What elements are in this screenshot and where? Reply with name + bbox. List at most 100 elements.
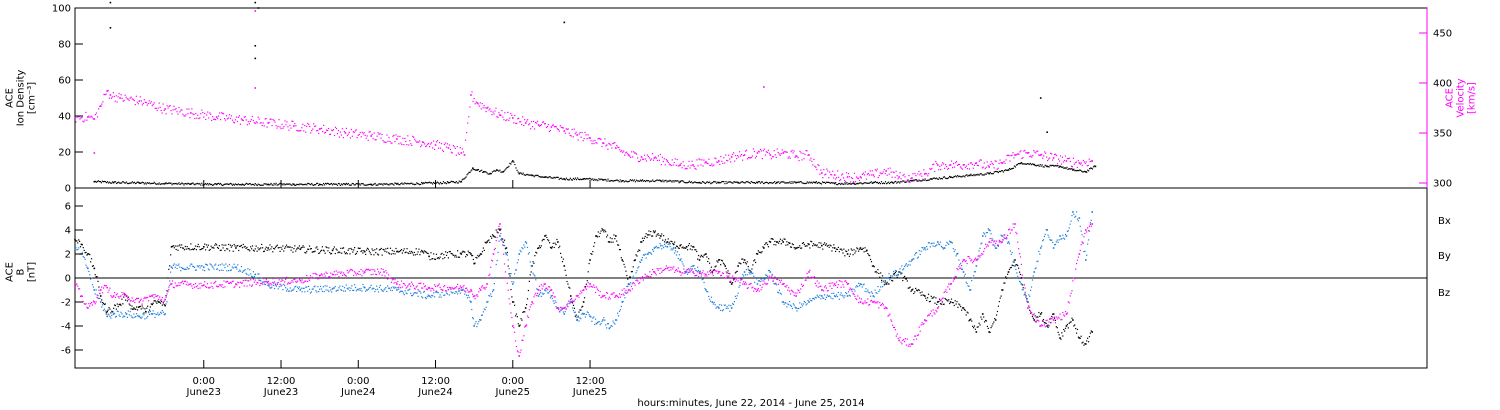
b-series-bz-point [328,276,330,278]
b-series-bx-point [553,246,555,249]
top-series-0-point [389,183,391,185]
b-series-by-point [373,287,375,290]
b-series-by-point [745,269,748,271]
b-series-by-point [922,247,924,249]
b-series-by-point [155,313,157,315]
top-series-2-point [1010,155,1012,157]
b-series-bx-point [899,271,901,273]
top-series-2-point [966,168,969,170]
b-series-by-point [232,267,234,269]
top-series-0-point [710,183,712,185]
b-series-bz-point [689,268,691,270]
b-series-bz-point [110,295,112,297]
b-series-by-point [196,265,198,267]
b-series-bx-point [1007,271,1010,273]
b-series-bx-point [755,253,758,255]
top-series-0-point [757,181,760,183]
b-series-bx-point [562,258,564,260]
top-series-0-point [570,179,573,181]
top-series-2-point [1057,158,1060,160]
top-series-2-point [528,124,530,126]
top-series-0-point [1059,165,1061,168]
top-series-2-point [910,177,912,180]
top-series-2-point [271,124,273,127]
top-series-0-point [309,183,311,185]
b-series-by-point [455,291,457,293]
b-series-by-point [475,321,477,323]
b-series-by-point [395,287,397,289]
b-series-by-point [370,284,372,286]
b-series-bz-point [638,283,640,285]
b-series-bz-point [584,287,587,289]
top-series-0-point [991,173,993,175]
top-series-2-point [532,120,535,123]
b-series-bx-point [375,252,377,254]
top-series-2-point [587,134,589,136]
b-series-bz-point [228,282,231,284]
top-series-0-point [321,184,323,186]
b-series-bx-point [915,289,918,291]
b-series-bz-point [396,283,398,285]
b-series-bx-point [445,251,447,253]
b-series-by-point [449,288,451,290]
top-series-0-point [142,182,144,184]
b-series-bx-point [601,228,603,230]
b-series-bz-point [523,335,525,337]
b-series-by-point [422,297,424,299]
top-series-2-point [1031,156,1033,158]
b-series-by-point [428,295,430,297]
b-series-bz-point [282,280,284,282]
b-series-bz-point [161,297,163,299]
b-series-bz-point [636,279,638,281]
top-series-2-point [76,116,78,119]
top-series-0-point [397,182,399,184]
b-series-by-point [777,292,780,294]
b-series-by-point [803,300,805,303]
b-series-by-point [356,288,358,291]
top-series-0-point [788,182,790,184]
b-series-bx-point [1014,259,1016,261]
top-series-2-point [714,157,716,159]
b-series-bx-point [224,249,226,252]
top-series-2-point [1004,162,1006,164]
b-series-by-point [971,280,973,282]
top-series-2-point [533,128,536,130]
top-series-0-point [540,176,542,179]
top-series-0-point [725,181,727,183]
b-series-bx-point [889,276,891,279]
top-series-0-point [844,182,846,184]
b-series-bz-point [120,295,122,297]
b-series-bx-point [675,245,678,247]
top-series-0-point [503,170,505,172]
top-series-0-point [714,181,716,183]
b-series-bx-point [106,310,108,313]
b-series-bx-point [812,243,815,245]
top-series-0-point [930,178,933,180]
top-series-0-point [612,180,614,182]
b-series-bz-point [475,295,477,297]
b-series-by-point [365,290,367,292]
b-series-by-point [590,316,592,318]
top-series-2-point [428,142,430,145]
b-series-bx-point [480,253,483,255]
top-series-2-point [394,141,396,143]
top-series-2-point [1027,152,1029,154]
b-series-by-point [465,291,467,293]
b-series-by-point [924,247,926,249]
b-series-bz-point [468,291,470,293]
b-series-by-point [444,294,446,296]
top-series-2-point [345,127,347,130]
top-series-2-point [297,130,299,132]
b-series-bz-point [450,288,452,290]
b-series-by-point [262,281,265,283]
b-series-by-point [830,297,832,299]
b-series-by-point [718,307,720,309]
b-series-by-point [1041,245,1043,247]
top-series-2-point [437,147,440,149]
b-series-by-point [457,290,460,292]
b-series-bz-point [156,295,158,297]
b-series-by-point [162,311,164,313]
b-series-bx-point [730,281,732,283]
b-series-bx-point [380,247,382,250]
top-series-2-point [445,146,448,148]
